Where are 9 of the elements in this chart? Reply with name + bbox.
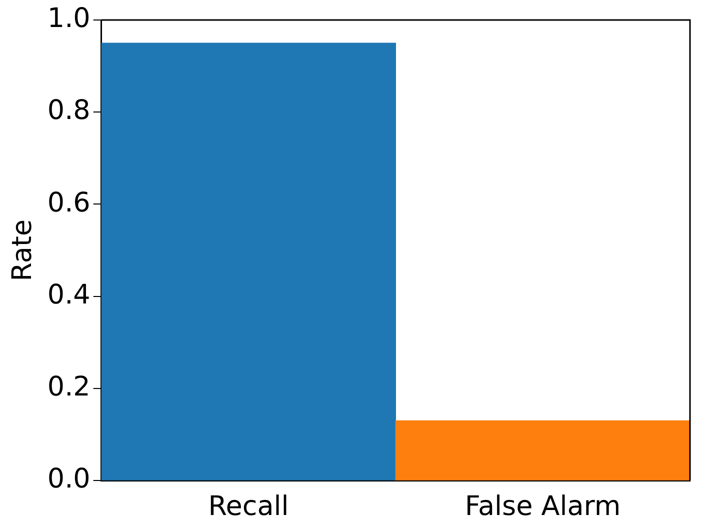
y-axis-title: Rate bbox=[7, 219, 38, 282]
y-tick-label: 0.2 bbox=[47, 371, 90, 402]
y-tick-label: 0.0 bbox=[47, 464, 90, 495]
y-tick-label: 0.6 bbox=[47, 187, 90, 218]
x-tick-label: False Alarm bbox=[464, 490, 621, 522]
y-tick-label: 1.0 bbox=[47, 3, 90, 34]
y-tick-label: 0.4 bbox=[47, 279, 90, 310]
y-tick-label: 0.8 bbox=[47, 95, 90, 126]
x-tick-label: Recall bbox=[208, 490, 289, 522]
